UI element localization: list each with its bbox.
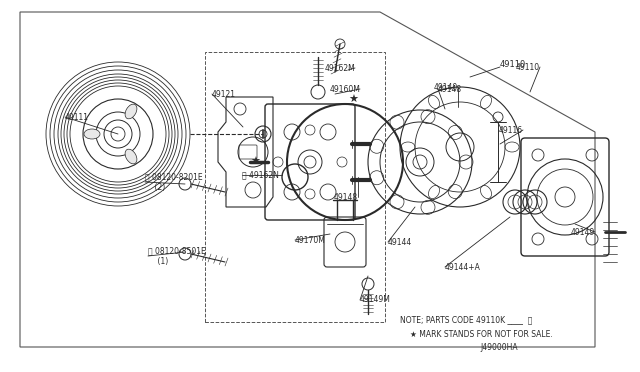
Ellipse shape <box>125 149 137 164</box>
Text: Ⓑ 08120-8201E
    (2): Ⓑ 08120-8201E (2) <box>145 172 203 192</box>
Text: ★: ★ <box>348 95 358 105</box>
Text: 49116: 49116 <box>499 125 523 135</box>
Text: 49149M: 49149M <box>360 295 391 305</box>
Text: 49110: 49110 <box>516 62 540 71</box>
Text: ★ MARK STANDS FOR NOT FOR SALE.: ★ MARK STANDS FOR NOT FOR SALE. <box>410 330 553 339</box>
Text: 49149: 49149 <box>571 228 595 237</box>
Text: 49148: 49148 <box>438 84 462 93</box>
Text: J49000HA: J49000HA <box>480 343 518 353</box>
Ellipse shape <box>84 129 100 139</box>
Text: 49121: 49121 <box>212 90 236 99</box>
Text: 49160M: 49160M <box>329 84 360 93</box>
Text: Ⓑ 08120-8501E
    (1): Ⓑ 08120-8501E (1) <box>148 246 205 266</box>
Text: 49148: 49148 <box>334 192 358 202</box>
Text: 49162M: 49162M <box>324 64 355 73</box>
Text: ★: ★ <box>250 157 260 167</box>
Text: 49110: 49110 <box>500 60 526 68</box>
Text: 49144+A: 49144+A <box>445 263 481 272</box>
Ellipse shape <box>125 104 137 119</box>
Text: 49144: 49144 <box>388 237 412 247</box>
Text: Ⓑ 49162N: Ⓑ 49162N <box>242 170 279 180</box>
Text: 49140: 49140 <box>434 83 458 92</box>
Text: 49170M: 49170M <box>295 235 326 244</box>
Text: 49111: 49111 <box>65 112 89 122</box>
Text: NOTE; PARTS CODE 49110K ____  Ⓑ: NOTE; PARTS CODE 49110K ____ Ⓑ <box>400 315 532 324</box>
